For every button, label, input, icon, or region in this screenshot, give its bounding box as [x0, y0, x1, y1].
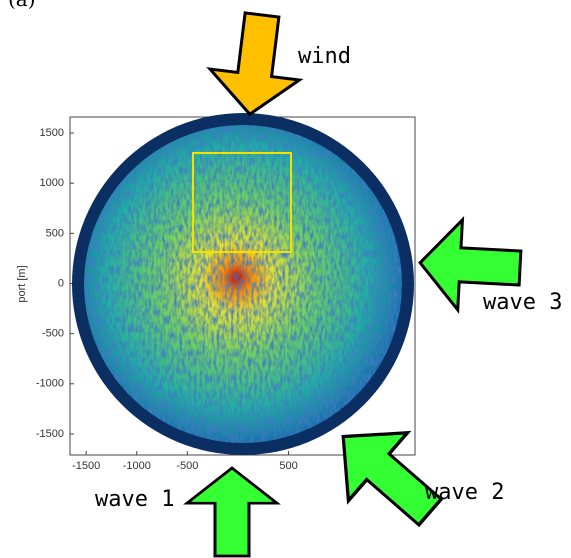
- y-tick-label: 1000: [40, 177, 64, 189]
- annotation: wave 3: [483, 290, 562, 315]
- x-tick-label: 500: [279, 460, 297, 472]
- analysis-box: [192, 152, 292, 253]
- wave-2-arrow: [341, 430, 444, 528]
- y-tick-label: -1500: [36, 428, 64, 440]
- radar-image: [84, 125, 402, 443]
- wind-arrow: [206, 11, 304, 117]
- radar-texture: [84, 125, 402, 443]
- y-tick-label: -500: [42, 328, 64, 340]
- y-tick-label: 500: [46, 227, 64, 239]
- wave-3-arrow: [418, 216, 523, 314]
- wave-1-arrow: [183, 466, 281, 558]
- y-tick-label: -1000: [36, 378, 64, 390]
- panel-label: (a): [8, 0, 36, 11]
- y-tick-label: 0: [58, 277, 64, 289]
- annotation: wind: [298, 44, 351, 69]
- x-tick-label: -1500: [72, 460, 100, 472]
- annotation: wave 2: [425, 480, 504, 505]
- y-tick-label: 1500: [40, 127, 64, 139]
- annotation: wave 1: [95, 487, 174, 512]
- y-axis-label: port [m]: [16, 265, 28, 302]
- x-tick-label: -500: [176, 460, 198, 472]
- x-tick-label: -1000: [123, 460, 151, 472]
